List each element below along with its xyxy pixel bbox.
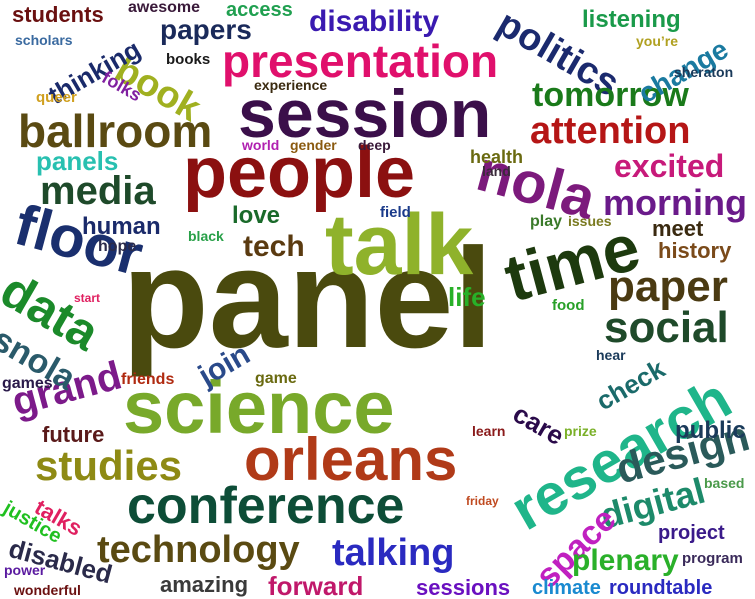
word-tech: tech — [243, 230, 305, 263]
word-climate: climate — [532, 577, 601, 599]
word-human: human — [82, 213, 161, 240]
word-scholars: scholars — [15, 32, 73, 48]
word-talk: talk — [325, 197, 474, 293]
word-conference: conference — [127, 477, 405, 535]
word-meet: meet — [652, 216, 704, 241]
word-start: start — [74, 291, 101, 305]
word-prize: prize — [564, 423, 597, 439]
word-love: love — [232, 202, 281, 229]
word-youre: you’re — [636, 33, 679, 49]
word-science: science — [123, 366, 395, 449]
word-game: game — [255, 370, 297, 387]
word-paper: paper — [608, 262, 728, 311]
word-social: social — [604, 303, 729, 352]
word-panels: panels — [36, 146, 119, 176]
word-presentation: presentation — [222, 35, 499, 87]
word-learn: learn — [472, 423, 506, 439]
word-issues: issues — [568, 213, 612, 229]
word-hear: hear — [596, 347, 626, 363]
word-talking: talking — [332, 532, 455, 574]
word-plenary: plenary — [572, 544, 679, 577]
word-attention: attention — [530, 110, 691, 152]
word-listening: listening — [582, 6, 681, 33]
word-forward: forward — [268, 571, 364, 599]
word-tomorrow: tomorrow — [532, 76, 689, 114]
word-health: health — [470, 147, 524, 167]
word-life: life — [448, 282, 486, 312]
word-care: care — [508, 398, 570, 451]
word-books: books — [166, 51, 211, 68]
word-ballroom: ballroom — [18, 105, 213, 157]
word-amazing: amazing — [160, 572, 249, 597]
word-papers: papers — [160, 14, 252, 45]
word-based: based — [704, 475, 745, 491]
word-roundtable: roundtable — [609, 577, 713, 599]
word-deep: deep — [358, 137, 391, 153]
word-world: world — [242, 137, 280, 153]
word-hope: hope — [98, 238, 137, 255]
word-disability: disability — [309, 5, 440, 38]
word-games: games — [2, 375, 53, 392]
word-black: black — [188, 228, 224, 244]
word-orleans: orleans — [244, 426, 458, 493]
word-morning: morning — [603, 182, 747, 223]
word-access: access — [226, 0, 293, 21]
word-studies: studies — [35, 442, 183, 489]
word-technology: technology — [97, 529, 300, 571]
word-project: project — [658, 522, 725, 544]
word-media: media — [40, 169, 156, 213]
word-session: session — [238, 76, 492, 152]
word-program: program — [682, 550, 743, 567]
word-wonderful: wonderful — [14, 582, 81, 598]
word-sessions: sessions — [416, 575, 511, 599]
word-friday: friday — [466, 494, 499, 508]
word-food: food — [552, 297, 585, 314]
word-land: land — [482, 163, 511, 179]
word-people: people — [183, 133, 416, 213]
word-history: history — [658, 238, 732, 263]
word-field: field — [380, 204, 411, 221]
word-play: play — [530, 213, 563, 230]
word-excited: excited — [614, 148, 725, 184]
word-sheraton: sheraton — [674, 64, 734, 80]
word-queer: queer — [36, 89, 77, 106]
word-experience: experience — [254, 77, 328, 93]
word-gender: gender — [290, 137, 337, 153]
word-friends: friends — [121, 371, 175, 388]
word-power: power — [4, 562, 46, 578]
word-awesome: awesome — [128, 0, 201, 16]
word-future: future — [42, 422, 105, 447]
word-students: students — [12, 2, 104, 27]
word-panel: panel — [122, 219, 493, 378]
word-public: public — [675, 417, 746, 444]
